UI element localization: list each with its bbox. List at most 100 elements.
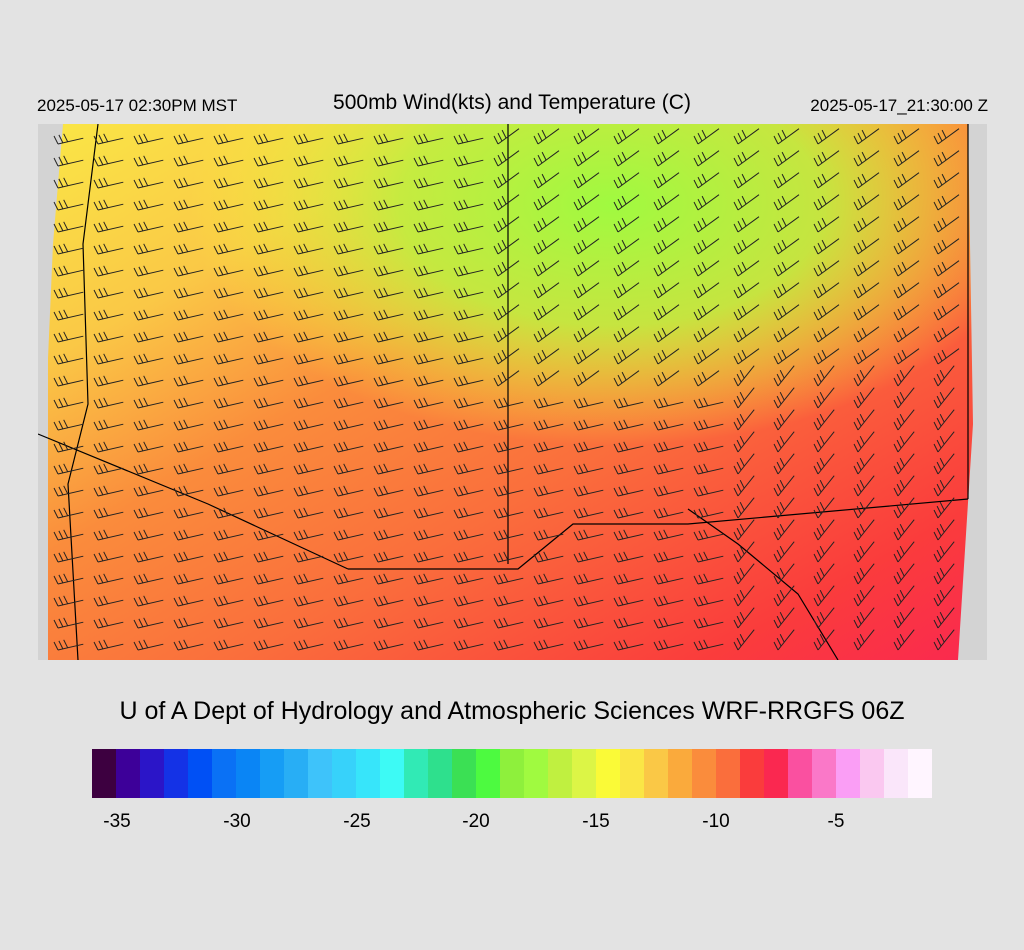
colorbar-swatch (884, 749, 909, 798)
wind-barb (853, 541, 875, 563)
wind-barb (453, 529, 484, 541)
wind-barb (693, 348, 720, 365)
wind-barb (173, 199, 204, 211)
wind-barb (613, 238, 640, 255)
wind-barb (253, 221, 284, 233)
wind-barb (853, 563, 875, 585)
wind-barb (573, 260, 600, 277)
wind-barb (653, 150, 680, 167)
wind-barb (653, 348, 680, 365)
colorbar-swatch (692, 749, 717, 798)
wind-barb (373, 441, 404, 453)
wind-barb (293, 265, 324, 277)
wind-barb (893, 216, 920, 233)
wind-barb (253, 551, 284, 563)
wind-barb (533, 326, 560, 343)
wind-barb (53, 441, 84, 453)
wind-barb (613, 463, 644, 475)
wind-barb (693, 397, 724, 409)
wind-barb (293, 639, 324, 651)
wind-barb (813, 365, 835, 387)
wind-barb (293, 463, 324, 475)
wind-barb (693, 260, 720, 277)
wind-barb (133, 199, 164, 211)
wind-barbs (53, 128, 960, 651)
wind-barb (733, 326, 760, 343)
colorbar-swatch (740, 749, 765, 798)
wind-barb (453, 177, 484, 189)
wind-barb (53, 397, 84, 409)
wind-barb (733, 216, 760, 233)
wind-barb (333, 199, 364, 211)
wind-barb (413, 617, 444, 629)
colorbar-swatch (788, 749, 813, 798)
wind-barb (133, 441, 164, 453)
wind-barb (533, 370, 560, 387)
wind-barb (93, 485, 124, 497)
wind-barb (733, 282, 760, 299)
wind-barb (773, 172, 800, 189)
wind-barb (173, 617, 204, 629)
wind-barb (813, 260, 840, 277)
wind-barb (733, 519, 755, 541)
wind-barb (173, 177, 204, 189)
wind-barb (333, 463, 364, 475)
wind-barb (853, 128, 880, 145)
wind-barb (373, 639, 404, 651)
wind-barb (133, 353, 164, 365)
wind-barb (653, 639, 684, 651)
wind-barb (53, 243, 84, 255)
wind-barb (493, 326, 520, 343)
wind-barb (413, 243, 444, 255)
wind-barb (293, 617, 324, 629)
colorbar-swatch (620, 749, 645, 798)
wind-barb (293, 507, 324, 519)
wind-barb (653, 419, 684, 431)
colorbar-swatch (308, 749, 333, 798)
wind-barb (253, 199, 284, 211)
wind-barb (133, 331, 164, 343)
wind-barb (93, 397, 124, 409)
wind-barb (53, 639, 84, 651)
wind-barb (933, 585, 955, 607)
wind-barb (453, 221, 484, 233)
wind-barb (493, 507, 524, 519)
colorbar-swatch (596, 749, 621, 798)
wind-barb (213, 441, 244, 453)
wind-barb (933, 475, 955, 497)
wind-barb (893, 304, 920, 321)
wind-barb (813, 409, 835, 431)
wind-barb (173, 507, 204, 519)
wind-barb (773, 260, 800, 277)
wind-barb (173, 551, 204, 563)
wind-barb (653, 507, 684, 519)
wind-barb (773, 304, 800, 321)
wind-barb (893, 365, 915, 387)
wind-barb (373, 331, 404, 343)
wind-barb (893, 541, 915, 563)
wind-barb (853, 519, 875, 541)
wind-barb (573, 529, 604, 541)
wind-barb (173, 639, 204, 651)
colorbar-swatch (476, 749, 501, 798)
wind-barb (53, 529, 84, 541)
wind-barb (293, 397, 324, 409)
wind-barb (653, 573, 684, 585)
wind-barb (253, 529, 284, 541)
wind-barb (493, 128, 520, 145)
wind-barb (613, 282, 640, 299)
wind-barb (93, 595, 124, 607)
wind-barb (333, 595, 364, 607)
wind-barb (533, 639, 564, 651)
wind-barb (53, 221, 84, 233)
utc-time-label: 2025-05-17_21:30:00 Z (810, 96, 988, 115)
wind-barb (413, 507, 444, 519)
wind-barb (253, 639, 284, 651)
wind-barb (133, 397, 164, 409)
wind-barb (493, 529, 524, 541)
wind-barb (613, 551, 644, 563)
colorbar-swatch (284, 749, 309, 798)
wind-barb (773, 216, 800, 233)
wind-barb (733, 387, 755, 409)
wind-barb (173, 155, 204, 167)
